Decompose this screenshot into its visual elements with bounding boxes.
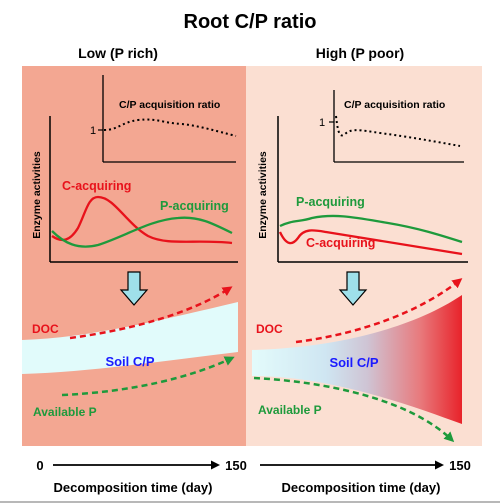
right-enzyme-axes (277, 116, 468, 263)
right-doc-label: DOC (256, 322, 283, 336)
left-panel: Enzyme activities C/P acquisition ratio … (22, 75, 247, 495)
left-c-acquiring-curve (51, 195, 233, 245)
down-arrow-icon (338, 271, 368, 306)
left-available-p-label: Available P (33, 405, 97, 419)
right-inset-label: C/P acquisition ratio (344, 99, 445, 111)
right-available-p-arrow (253, 376, 455, 443)
left-time-start: 0 (36, 458, 43, 473)
right-available-p-label: Available P (258, 403, 322, 417)
right-c-acquiring-curve (278, 229, 463, 256)
right-inset-tick-1: 1 (319, 117, 325, 129)
right-panel-heading: High (P poor) (316, 45, 404, 61)
right-soil-cp-wedge (252, 295, 462, 424)
left-panel-heading: Low (P rich) (78, 45, 158, 61)
right-p-acquiring-curve (279, 214, 463, 244)
left-doc-arrow (69, 286, 233, 340)
left-cp-ratio-line (103, 118, 237, 137)
right-p-acquiring-label: P-acquiring (296, 195, 365, 209)
left-p-acquiring-label: P-acquiring (160, 199, 229, 213)
right-x-axis-label: Decomposition time (day) (282, 480, 441, 495)
left-c-acquiring-label: C-acquiring (62, 179, 131, 193)
down-arrow-icon (119, 271, 149, 306)
right-y-axis-label: Enzyme activities (257, 151, 269, 239)
left-time-end: 150 (225, 458, 247, 473)
right-soil-cp-label: Soil C/P (329, 355, 378, 370)
left-inset-tick-1: 1 (90, 125, 96, 137)
figure-title: Root C/P ratio (184, 11, 317, 33)
right-panel: Enzyme activities C/P acquisition ratio … (252, 90, 471, 495)
left-inset-label: C/P acquisition ratio (119, 99, 220, 111)
left-doc-label: DOC (32, 322, 59, 336)
right-cp-ratio-line (335, 115, 461, 147)
right-time-end: 150 (449, 458, 471, 473)
left-y-axis-label: Enzyme activities (31, 151, 43, 239)
left-p-acquiring-curve (51, 216, 233, 248)
right-inset-axes (329, 90, 464, 163)
right-c-acquiring-label: C-acquiring (306, 236, 375, 250)
left-enzyme-axes (49, 116, 238, 263)
left-panel-background (22, 66, 246, 446)
right-doc-arrow (295, 278, 463, 344)
left-available-p-arrow (61, 356, 235, 397)
left-x-axis-label: Decomposition time (day) (54, 480, 213, 495)
left-soil-cp-label: Soil C/P (105, 354, 154, 369)
left-soil-cp-band (22, 302, 238, 374)
left-inset-axes (98, 75, 236, 163)
